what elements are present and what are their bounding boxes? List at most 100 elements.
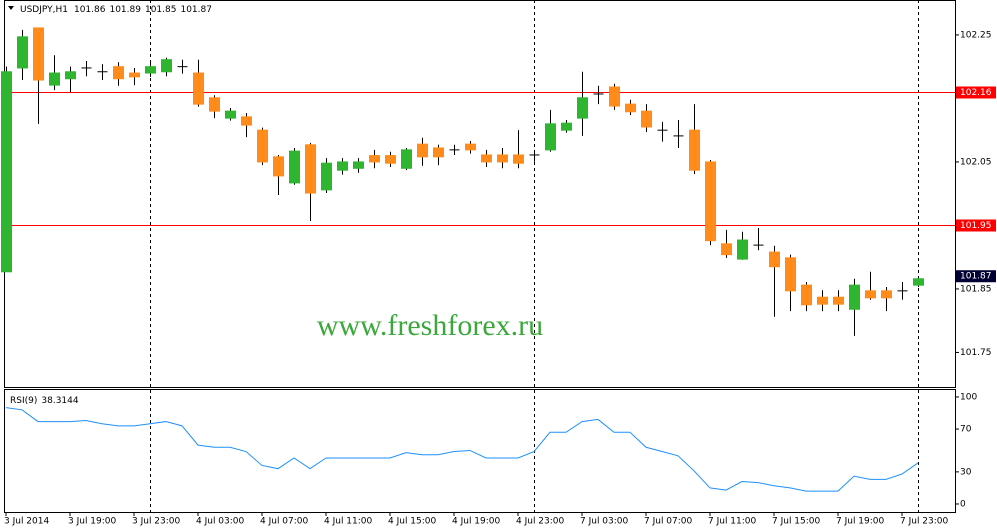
candle [833, 290, 844, 312]
candle-body [513, 154, 524, 164]
candle [433, 144, 444, 166]
candle [513, 130, 524, 169]
y-tick-label: 70 [960, 425, 972, 435]
candle [401, 147, 412, 171]
candle [225, 107, 236, 121]
candle [113, 62, 124, 86]
candle-body [689, 129, 700, 171]
candle [865, 271, 876, 300]
candle-body [625, 103, 636, 113]
candle [97, 64, 108, 81]
level-label: 101.95 [960, 221, 992, 231]
x-tick-label: 7 Jul 07:00 [644, 517, 693, 527]
candle [49, 55, 60, 91]
candle [705, 160, 716, 246]
candle [465, 140, 476, 154]
candle [737, 231, 748, 260]
x-tick-label: 4 Jul 07:00 [260, 517, 309, 527]
rsi-title: RSI(9) [10, 396, 37, 406]
candle-body [465, 143, 476, 151]
candle [161, 57, 172, 77]
y-tick-label: 102.05 [960, 157, 992, 167]
menu-icon [8, 6, 14, 10]
candle [17, 29, 28, 81]
candle-body [641, 110, 652, 128]
chart-header: USDJPY,H1 101.86 101.89 101.85 101.87 [20, 5, 212, 15]
candle [129, 67, 140, 86]
candle [577, 71, 588, 136]
candle-body [273, 156, 284, 177]
candle [625, 99, 636, 115]
candle [529, 149, 540, 162]
candle [881, 287, 892, 312]
candle-body [161, 59, 172, 73]
candle [289, 147, 300, 185]
candle [785, 254, 796, 312]
candle [897, 281, 908, 300]
candle-body [241, 116, 252, 126]
candle-body [225, 110, 236, 119]
rsi-panel [4, 389, 956, 513]
y-tick-label: 0 [960, 499, 966, 509]
candle [385, 151, 396, 168]
candle-body [113, 66, 124, 80]
candle [145, 62, 156, 77]
candle-body [257, 129, 268, 163]
candle-body [609, 86, 620, 107]
candle [353, 158, 364, 173]
candle-body [849, 284, 860, 310]
candle [849, 278, 860, 336]
candle-body [833, 296, 844, 305]
candle-body [769, 251, 780, 268]
candle [337, 158, 348, 175]
candle [321, 158, 332, 194]
candle [193, 59, 204, 107]
candle [801, 281, 812, 312]
candle [593, 85, 604, 105]
x-tick-label: 4 Jul 19:00 [452, 517, 501, 527]
candle-body [17, 36, 28, 69]
candle-body [129, 72, 140, 78]
candle-body [561, 122, 572, 131]
candle [1, 66, 12, 273]
candle-body [385, 155, 396, 164]
symbol: USDJPY,H1 [20, 5, 68, 15]
level-label-box [956, 219, 996, 232]
candle [657, 121, 668, 142]
candle-body [33, 27, 44, 81]
x-tick-label: 7 Jul 19:00 [836, 517, 885, 527]
candle-body [497, 154, 508, 163]
x-tick-label: 7 Jul 11:00 [708, 517, 757, 527]
high-value: 101.89 [109, 5, 141, 15]
x-tick-label: 4 Jul 03:00 [196, 517, 245, 527]
candle [769, 245, 780, 317]
candle-body [289, 150, 300, 184]
candle [369, 149, 380, 169]
candle [81, 60, 92, 77]
candle-body [801, 284, 812, 306]
candle [561, 120, 572, 133]
candle [257, 127, 268, 166]
separators [150, 0, 919, 512]
candle-body [401, 149, 412, 169]
candle [545, 109, 556, 152]
y-tick-label: 100 [960, 392, 977, 402]
watermark: www.freshforex.ru [317, 309, 543, 342]
candle-body [481, 154, 492, 163]
candle-body [785, 257, 796, 292]
rsi-last-value: 38.3144 [41, 396, 78, 406]
candle [449, 144, 460, 155]
x-tick-label: 3 Jul 2014 [4, 517, 49, 527]
candle-body [817, 296, 828, 305]
y-tick-label: 30 [960, 467, 972, 477]
candle-body [145, 66, 156, 74]
candle-body [577, 97, 588, 119]
rsi-line [5, 407, 919, 492]
candle [913, 276, 924, 288]
candle-body [353, 161, 364, 169]
x-tick-label: 7 Jul 23:00 [900, 517, 949, 527]
candle [753, 227, 764, 251]
candle-body [1, 71, 12, 273]
